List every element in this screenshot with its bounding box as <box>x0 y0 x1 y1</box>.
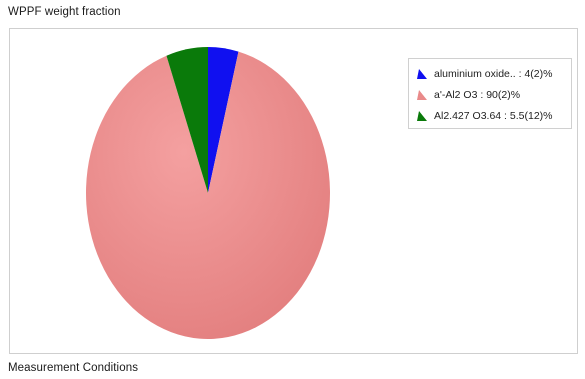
legend-item-al2427-o364: Al2.427 O3.64 : 5.5(12)% <box>417 109 553 123</box>
wppf-weight-fraction-title: WPPF weight fraction <box>8 6 121 18</box>
chart-legend: aluminium oxide.. : 4(2)% a'-Al2 O3 : 90… <box>408 58 572 129</box>
legend-item-aluminium-oxide: aluminium oxide.. : 4(2)% <box>417 67 552 81</box>
legend-item-a-al2o3: a'-Al2 O3 : 90(2)% <box>417 88 520 102</box>
legend-label: aluminium oxide.. : 4(2)% <box>434 68 553 80</box>
legend-marker-triangle-icon <box>417 69 427 79</box>
legend-label: Al2.427 O3.64 : 5.5(12)% <box>434 110 553 122</box>
pie-chart <box>86 47 330 340</box>
legend-label: a'-Al2 O3 : 90(2)% <box>434 89 521 101</box>
legend-marker-triangle-icon <box>417 111 427 121</box>
legend-marker-triangle-icon <box>417 90 427 100</box>
pie-slice-al2427-o364 <box>166 47 208 193</box>
pie-slice-aluminium-oxide <box>208 47 239 193</box>
measurement-conditions-title: Measurement Conditions <box>8 362 139 374</box>
pie-chart-panel: aluminium oxide.. : 4(2)% a'-Al2 O3 : 90… <box>9 28 578 354</box>
pie-slice-a-al2o3 <box>86 51 330 340</box>
